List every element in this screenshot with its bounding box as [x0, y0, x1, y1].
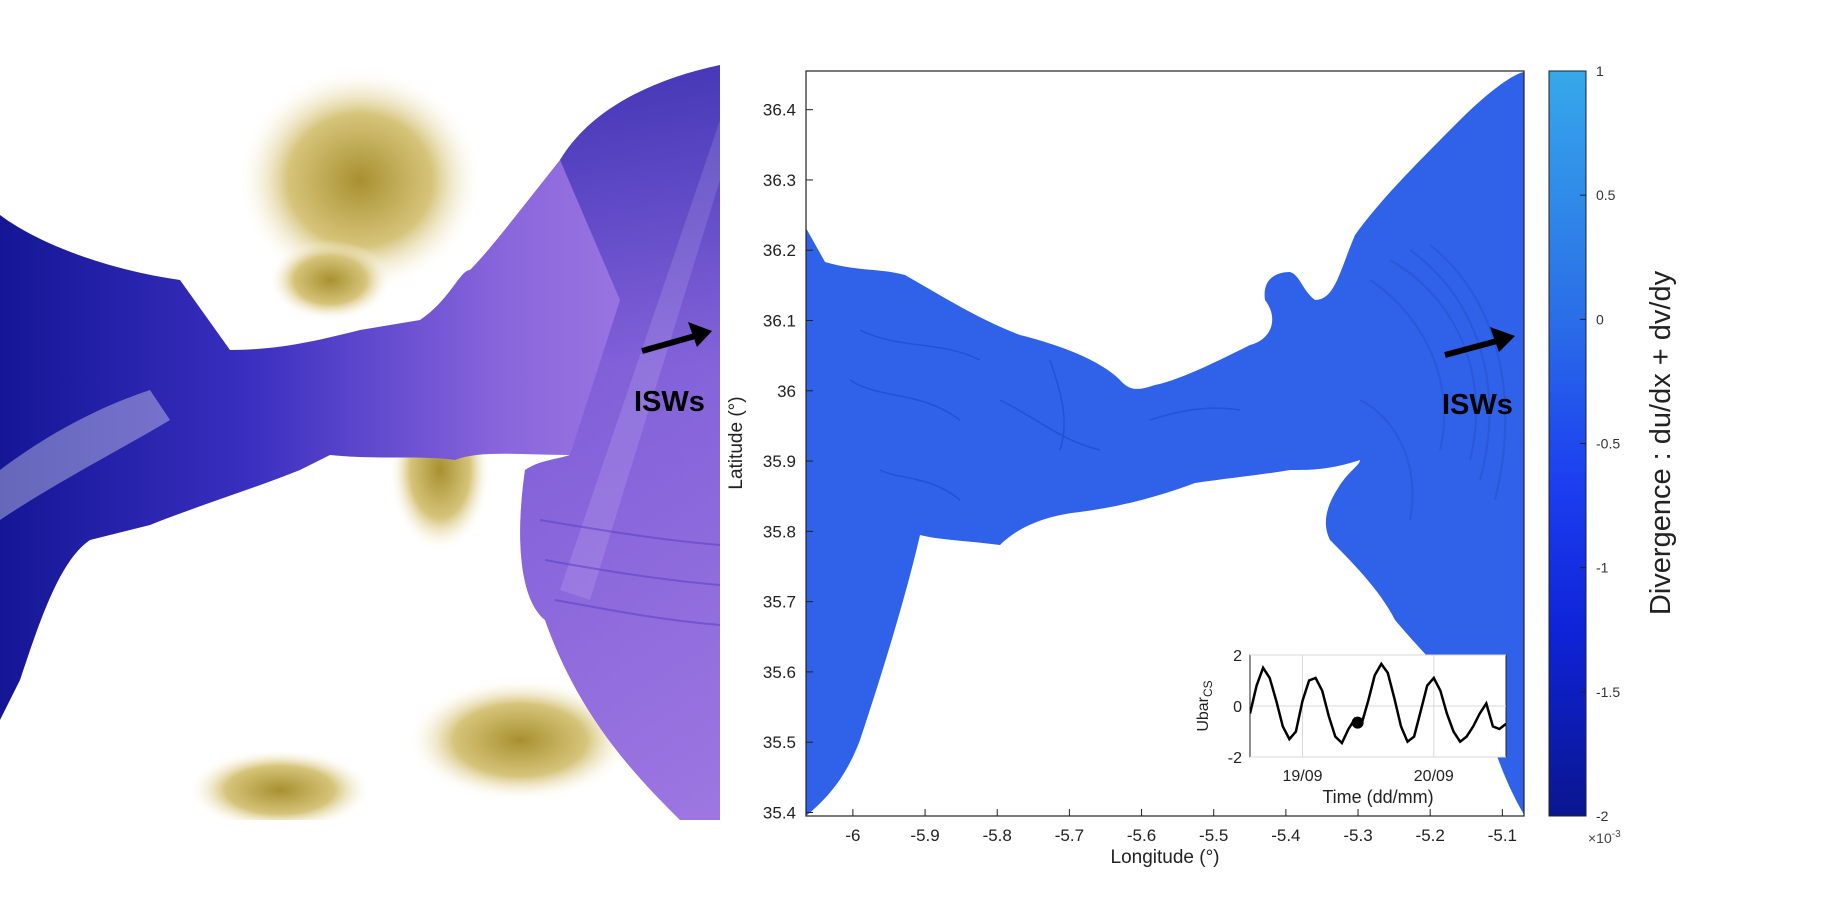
- model-ocean: [806, 72, 1524, 816]
- colorbar-scale-label: ×10-3: [1588, 829, 1621, 846]
- inset-x-axis-label: Time (dd/mm): [1322, 787, 1433, 807]
- map-x-tick-label: -5.2: [1416, 826, 1445, 845]
- map-y-tick-label: 36.3: [763, 171, 796, 190]
- inset-x-tick-label: 19/09: [1282, 768, 1322, 785]
- map-y-tick-label: 36.4: [763, 101, 796, 120]
- map-x-tick-label: -6: [845, 826, 860, 845]
- satellite-arrow-head-icon: [688, 322, 712, 347]
- map-isws-arrow: [1444, 338, 1498, 358]
- inset-grid: [1250, 654, 1506, 758]
- inset-y-tick-label: -2: [1228, 750, 1242, 767]
- map-x-tick-label: -5.5: [1199, 826, 1228, 845]
- map-x-tick-label: -5.4: [1271, 826, 1300, 845]
- map-y-tick-label: 36.2: [763, 241, 796, 260]
- map-y-tick-label: 36.1: [763, 312, 796, 331]
- map-y-tick-label: 35.8: [763, 522, 796, 541]
- map-frame: [805, 70, 1525, 817]
- divergence-map: -6 -5.9 -5.8 -5.7 -5.6 -5.5 -5.4 -5.3 -5.2 -5.1 3…: [726, 70, 1525, 868]
- satellite-water: [0, 65, 720, 820]
- colorbar-tick-label: 0: [1596, 311, 1604, 327]
- inset-x-tick-label: 20/09: [1414, 768, 1454, 785]
- inset-x-axis: 19/09 20/09: [1282, 768, 1453, 785]
- satellite-isws-arrow: [641, 333, 696, 354]
- colorbar: 1 0.5 0 -0.5 -1 -1.5 -2 ×10-3 Divergence : du/…: [1548, 63, 1677, 846]
- ubar-series-line: [1250, 661, 1506, 746]
- map-x-tick-label: -5.9: [910, 826, 939, 845]
- map-y-tick-label: 35.4: [763, 803, 796, 822]
- satellite-water-east: [520, 65, 720, 820]
- ubar-current-time-marker: [1351, 716, 1364, 729]
- colorbar-tick-label: 1: [1596, 63, 1604, 79]
- colorbar-tick-label: -0.5: [1596, 436, 1620, 452]
- colorbar-tick-label: -2: [1596, 808, 1609, 824]
- map-y-tick-label: 35.6: [763, 663, 796, 682]
- satellite-isws-label: ISWs: [634, 386, 705, 418]
- land-texture-north-small: [270, 240, 390, 320]
- inset-y-axis-label: UbarCS: [1195, 680, 1215, 731]
- colorbar-tick-label: -1.5: [1596, 684, 1620, 700]
- inset-y-tick-label: 0: [1233, 699, 1242, 716]
- map-x-tick-label: -5.6: [1127, 826, 1156, 845]
- map-x-tick-label: -5.3: [1343, 826, 1372, 845]
- map-x-axis: -6 -5.9 -5.8 -5.7 -5.6 -5.5 -5.4 -5.3 -5.2 -5.1: [845, 809, 1517, 845]
- map-x-tick-label: -5.1: [1488, 826, 1517, 845]
- map-y-tick-label: 35.9: [763, 452, 796, 471]
- land-texture-southeast: [410, 680, 630, 800]
- map-y-tick-label: 35.5: [763, 733, 796, 752]
- inset-y-tick-label: 2: [1233, 648, 1242, 665]
- ubar-inset: 19/09 20/09 -2 0 2 Time (dd/mm) UbarCS: [1195, 648, 1507, 807]
- map-x-tick-label: -5.7: [1055, 826, 1084, 845]
- map-x-tick-label: -5.8: [983, 826, 1012, 845]
- colorbar-ticks: 1 0.5 0 -0.5 -1 -1.5 -2: [1580, 63, 1620, 824]
- colorbar-label: Divergence : du/dx + dv/dy: [1645, 270, 1677, 615]
- map-y-axis: 35.4 35.5 35.6 35.7 35.8 35.9 36 36.1 36.2 36.3 36…: [763, 101, 813, 822]
- colorbar-tick-label: 0.5: [1596, 187, 1616, 203]
- map-arrow-head-icon: [1490, 327, 1515, 352]
- map-y-tick-label: 36: [777, 382, 796, 401]
- map-y-tick-label: 35.7: [763, 593, 796, 612]
- map-x-axis-label: Longitude (°): [1111, 847, 1220, 868]
- inset-y-axis: -2 0 2: [1228, 648, 1242, 767]
- colorbar-tick-label: -1: [1596, 560, 1609, 576]
- satellite-panel: ISWs: [0, 60, 720, 820]
- map-isws-label: ISWs: [1442, 389, 1513, 421]
- map-y-axis-label: Latitude (°): [726, 396, 747, 489]
- land-texture-north: [240, 70, 480, 290]
- land-texture-southwest: [190, 750, 370, 820]
- colorbar-gradient: [1548, 70, 1587, 817]
